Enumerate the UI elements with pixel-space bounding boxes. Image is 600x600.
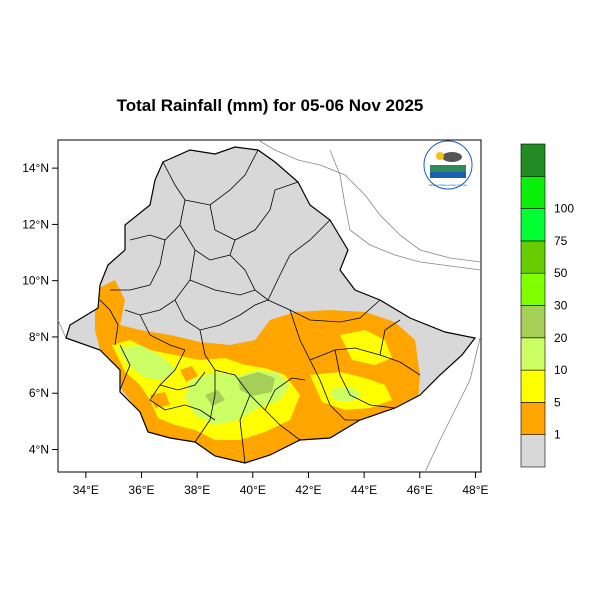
agency-logo: National Meteorology Agency (423, 140, 473, 190)
country-border (65, 146, 477, 464)
x-tick-label: 42°E (295, 483, 321, 497)
x-tick-label: 46°E (407, 483, 433, 497)
colorbar-swatch (520, 272, 546, 306)
colorbar-label: 20 (554, 331, 568, 345)
y-tick-label: 6°N (29, 386, 49, 400)
colorbar-swatch (520, 208, 546, 242)
y-tick-label: 4°N (29, 442, 49, 456)
colorbar-swatch (520, 240, 546, 274)
colorbar-swatch (520, 337, 546, 371)
y-axis-ticks: 14°N 12°N 10°N 8°N 6°N 4°N (22, 161, 58, 456)
y-tick-label: 14°N (22, 161, 49, 175)
colorbar-label: 50 (554, 266, 568, 280)
x-tick-label: 40°E (240, 483, 266, 497)
colorbar-swatch (520, 305, 546, 339)
neighbor-borders (58, 140, 481, 472)
y-tick-label: 8°N (29, 330, 49, 344)
colorbar-swatch (520, 402, 546, 435)
x-axis-ticks: 34°E 36°E 38°E 40°E 42°E 44°E 46°E 48°E (73, 472, 489, 497)
x-tick-label: 38°E (184, 483, 210, 497)
x-tick-label: 36°E (128, 483, 154, 497)
colorbar-label: 1 (554, 428, 561, 442)
colorbar-swatch (520, 434, 546, 468)
x-tick-label: 44°E (351, 483, 377, 497)
colorbar-swatch (520, 369, 546, 403)
x-tick-label: 34°E (73, 483, 99, 497)
colorbar-label: 30 (554, 299, 568, 313)
colorbar-swatch (520, 176, 546, 209)
zone-borders (99, 149, 421, 463)
map-title: Total Rainfall (mm) for 05-06 Nov 2025 (116, 96, 424, 115)
colorbar-label: 5 (554, 395, 561, 409)
colorbar-swatch (520, 143, 546, 177)
y-tick-label: 10°N (22, 274, 49, 288)
colorbar-legend: 1 5 10 20 30 50 75 100 (520, 143, 574, 468)
colorbar-label: 10 (554, 363, 568, 377)
colorbar-label: 75 (554, 234, 568, 248)
rainfall-field (95, 280, 420, 463)
x-tick-label: 48°E (462, 483, 488, 497)
y-tick-label: 12°N (22, 217, 49, 231)
svg-text:National Meteorology Agency: National Meteorology Agency (428, 183, 468, 187)
colorbar-label: 100 (554, 202, 574, 216)
